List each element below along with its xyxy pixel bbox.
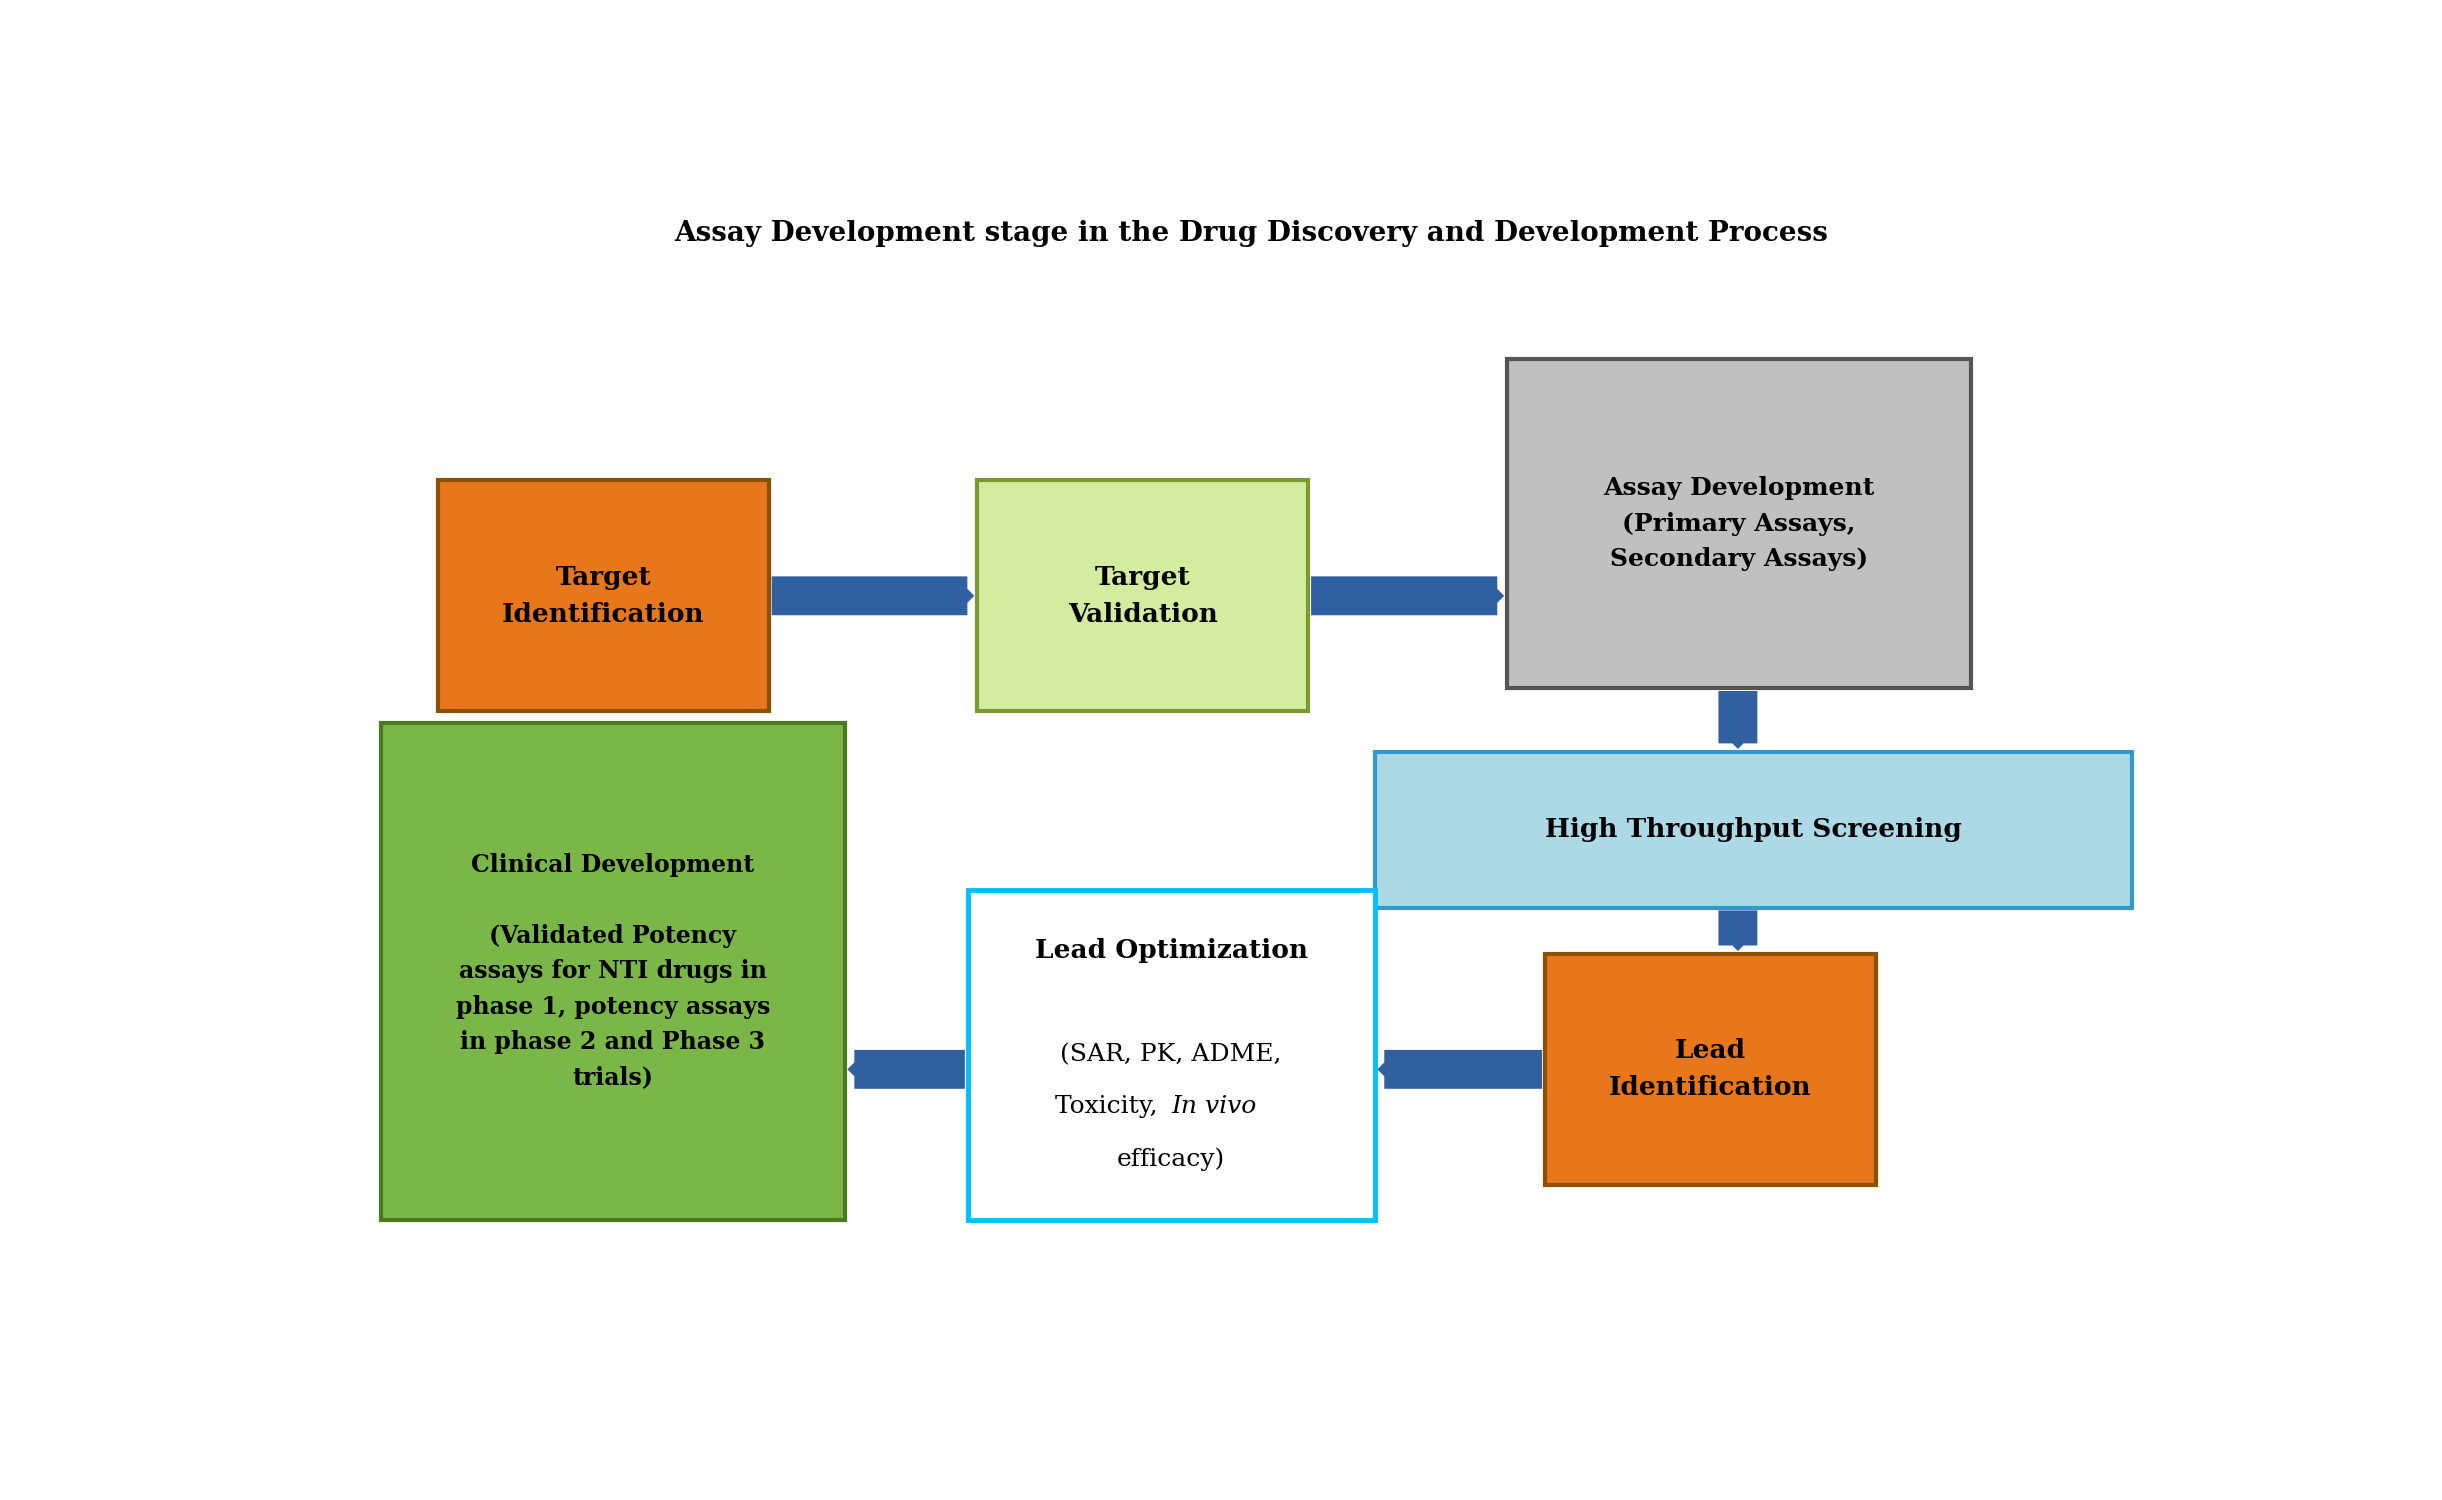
Text: Target
Identification: Target Identification (503, 566, 706, 627)
FancyBboxPatch shape (967, 891, 1375, 1220)
Text: Assay Development
(Primary Assays,
Secondary Assays): Assay Development (Primary Assays, Secon… (1604, 476, 1875, 572)
Text: (SAR, PK, ADME,: (SAR, PK, ADME, (1060, 1044, 1282, 1066)
FancyBboxPatch shape (977, 480, 1309, 711)
Text: Clinical Development

(Validated Potency
assays for NTI drugs in
phase 1, potenc: Clinical Development (Validated Potency … (457, 853, 769, 1089)
Text: Toxicity,: Toxicity, (1055, 1095, 1172, 1119)
Text: Assay Development stage in the Drug Discovery and Development Process: Assay Development stage in the Drug Disc… (674, 220, 1829, 248)
Text: In vivo: In vivo (1172, 1095, 1255, 1119)
FancyBboxPatch shape (1546, 954, 1875, 1185)
FancyBboxPatch shape (1375, 752, 2132, 908)
Text: efficacy): efficacy) (1116, 1148, 1226, 1170)
Text: High Throughput Screening: High Throughput Screening (1546, 818, 1961, 842)
FancyBboxPatch shape (1507, 358, 1971, 688)
FancyBboxPatch shape (381, 723, 845, 1220)
FancyBboxPatch shape (437, 480, 769, 711)
Text: Target
Validation: Target Validation (1067, 566, 1219, 627)
Text: Lead
Identification: Lead Identification (1609, 1038, 1812, 1101)
Text: Lead Optimization: Lead Optimization (1035, 939, 1306, 963)
